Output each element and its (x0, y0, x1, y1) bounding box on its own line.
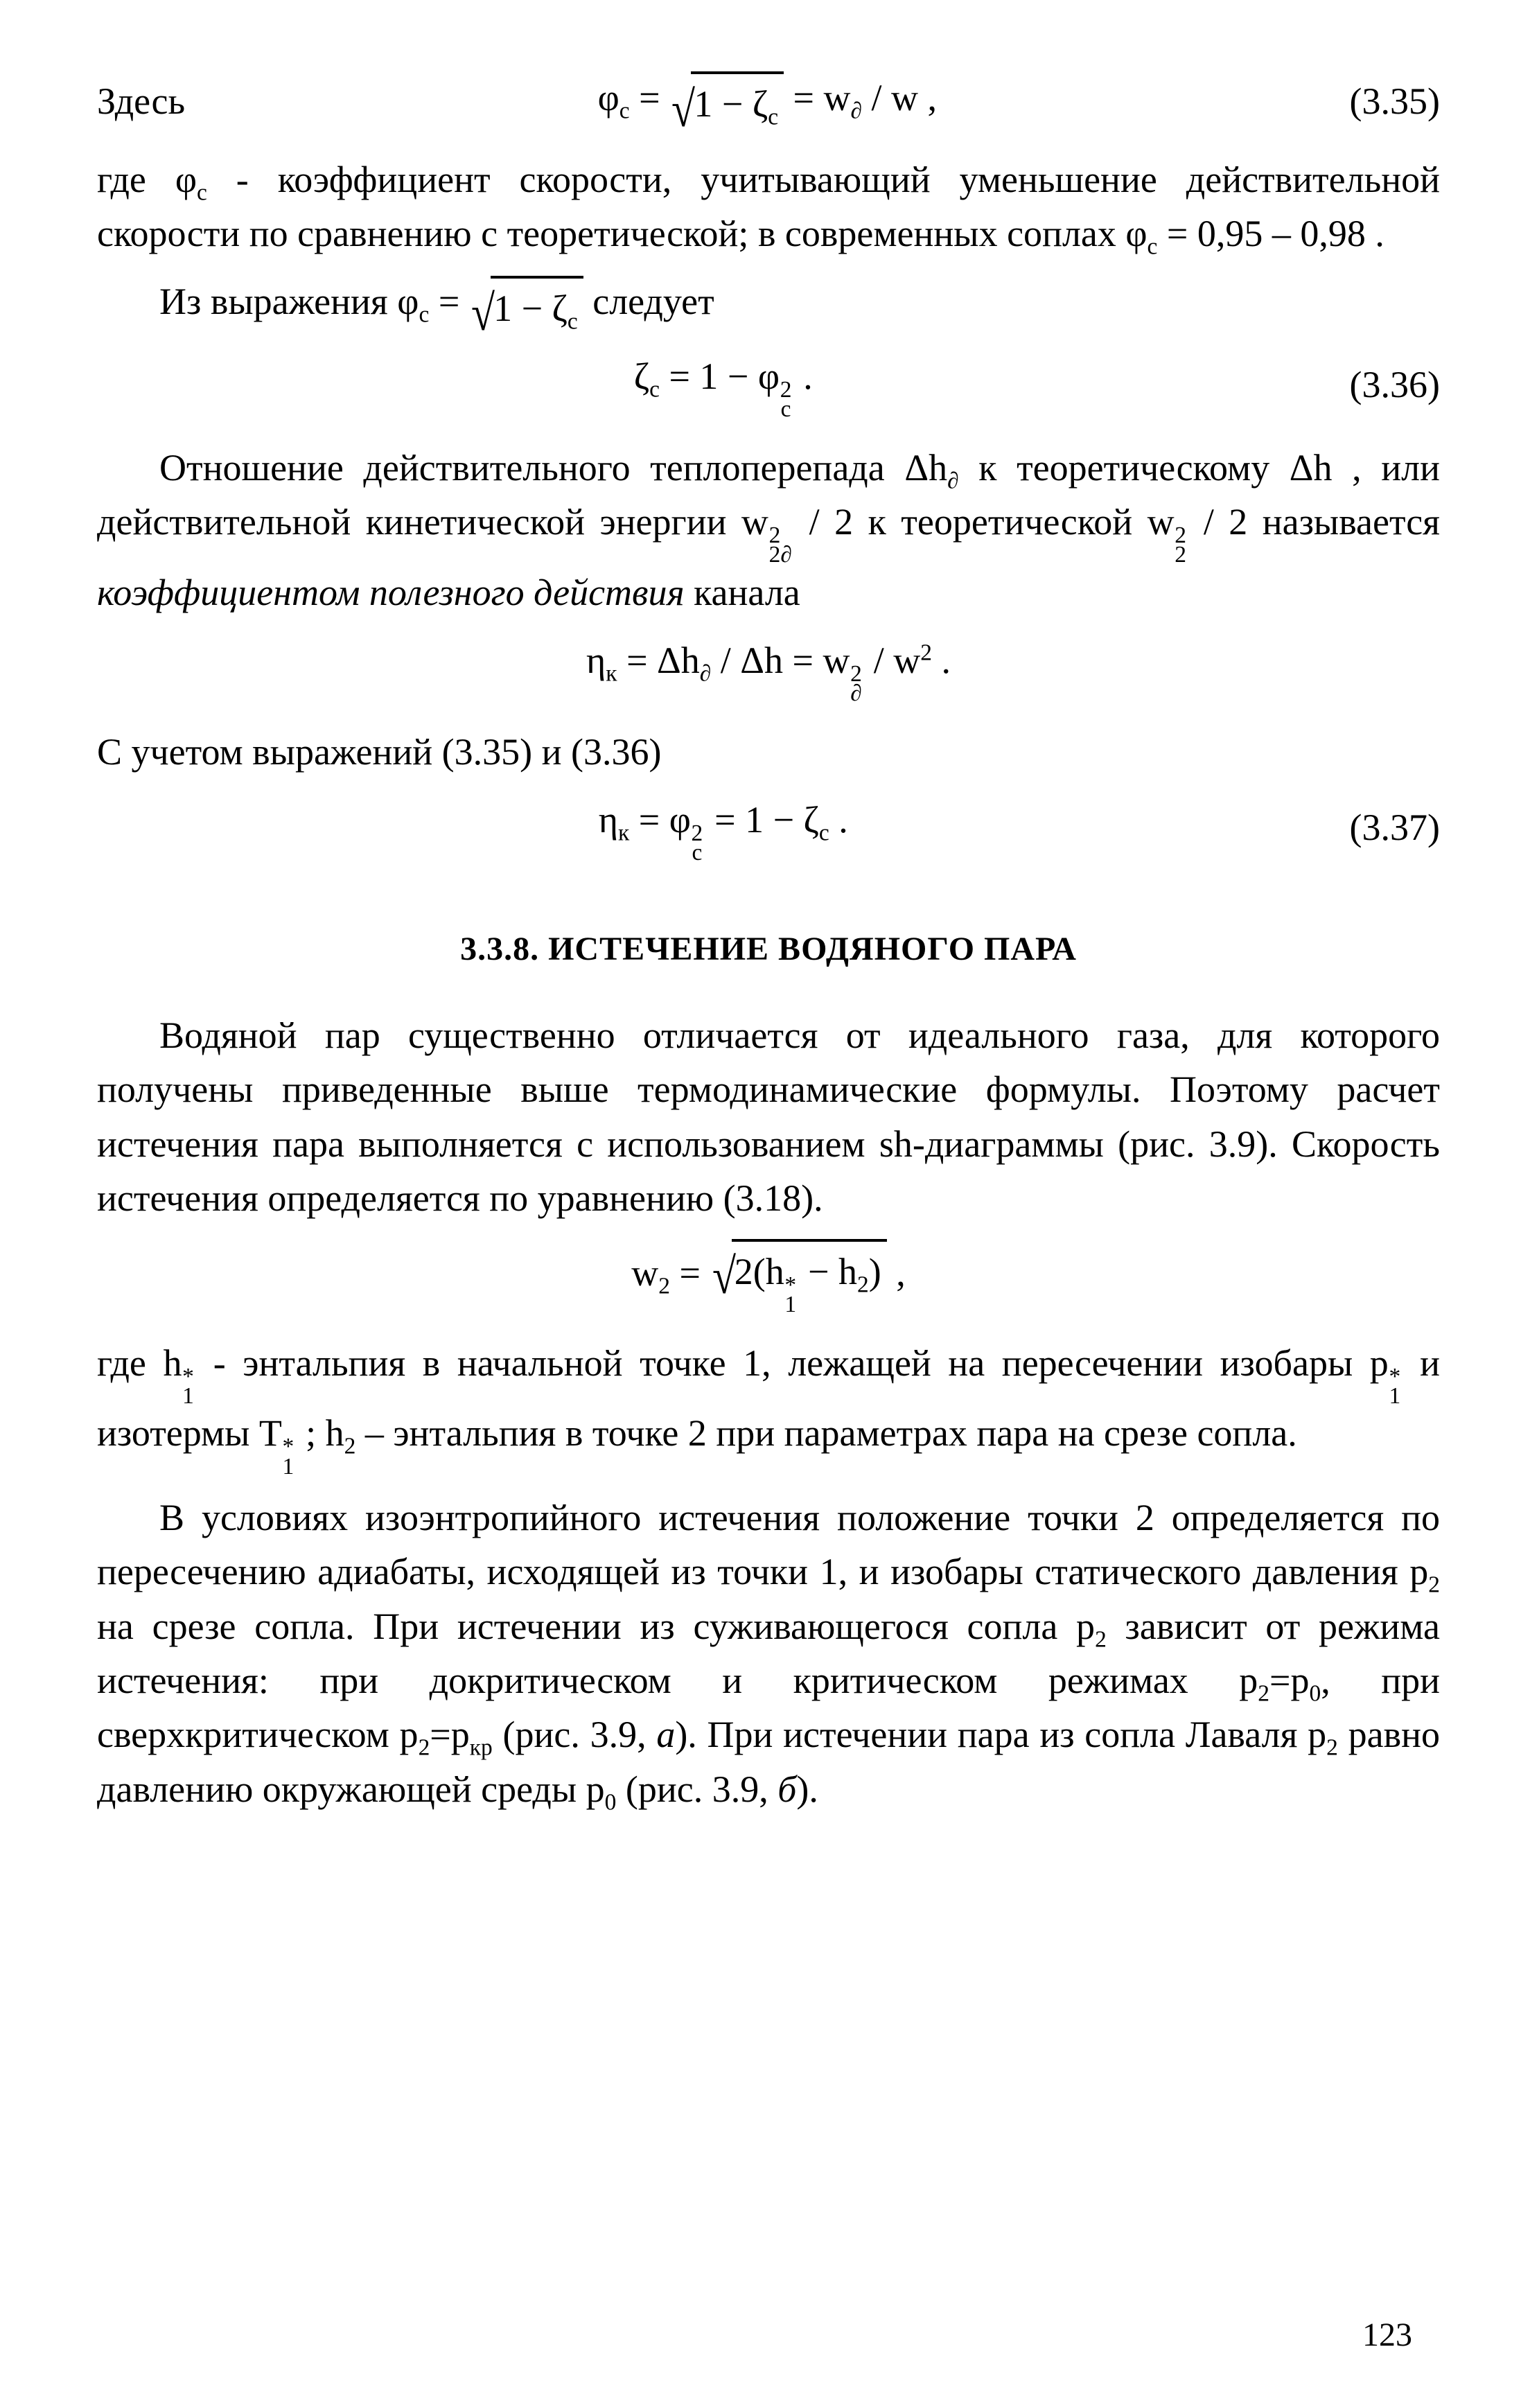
paragraph-eta-definition: Отношение действительного теплоперепада … (97, 441, 1440, 619)
eq335-number: (3.35) (1322, 74, 1440, 128)
page: Здесь φс = √1 − ζс = w∂ / w , (3.35) где… (0, 0, 1530, 2408)
equation-3-37: ηк = φ2с = 1 − ζс . (3.37) (97, 793, 1440, 863)
equation-3-35: Здесь φс = √1 − ζс = w∂ / w , (3.35) (97, 71, 1440, 132)
paragraph-steam-intro: Водяной пар существенно отличается от ид… (97, 1008, 1440, 1225)
paragraph-phi-definition: где φс - коэффициент скорости, учитывающ… (97, 152, 1440, 261)
eq335-formula: φс = √1 − ζс = w∂ / w , (213, 71, 1321, 132)
paragraph-with-335-336: С учетом выражений (3.35) и (3.36) (97, 725, 1440, 779)
paragraph-point2: В условиях изоэнтропийного истечения пол… (97, 1491, 1440, 1816)
equation-3-36: ζс = 1 − φ2с . (3.36) (97, 349, 1440, 420)
eq337-formula: ηк = φ2с = 1 − ζс . (125, 793, 1322, 863)
equation-w2: w2 = √2(h*1 − h2) , (97, 1239, 1440, 1315)
eq336-formula: ζс = 1 − φ2с . (125, 349, 1322, 420)
eq335-lead: Здесь (97, 74, 213, 128)
equation-eta-k: ηк = Δh∂ / Δh = w2∂ / w2 . (97, 633, 1440, 704)
section-title-3-3-8: 3.3.8. ИСТЕЧЕНИЕ ВОДЯНОГО ПАРА (97, 925, 1440, 974)
eq336-number: (3.36) (1322, 358, 1440, 412)
paragraph-h1-definition: где h*1 - энтальпия в начальной точке 1,… (97, 1336, 1440, 1477)
eq337-number: (3.37) (1322, 800, 1440, 854)
page-number: 123 (1362, 2311, 1412, 2359)
paragraph-from-expression: Из выражения φс = √1 − ζс следует (97, 274, 1440, 335)
